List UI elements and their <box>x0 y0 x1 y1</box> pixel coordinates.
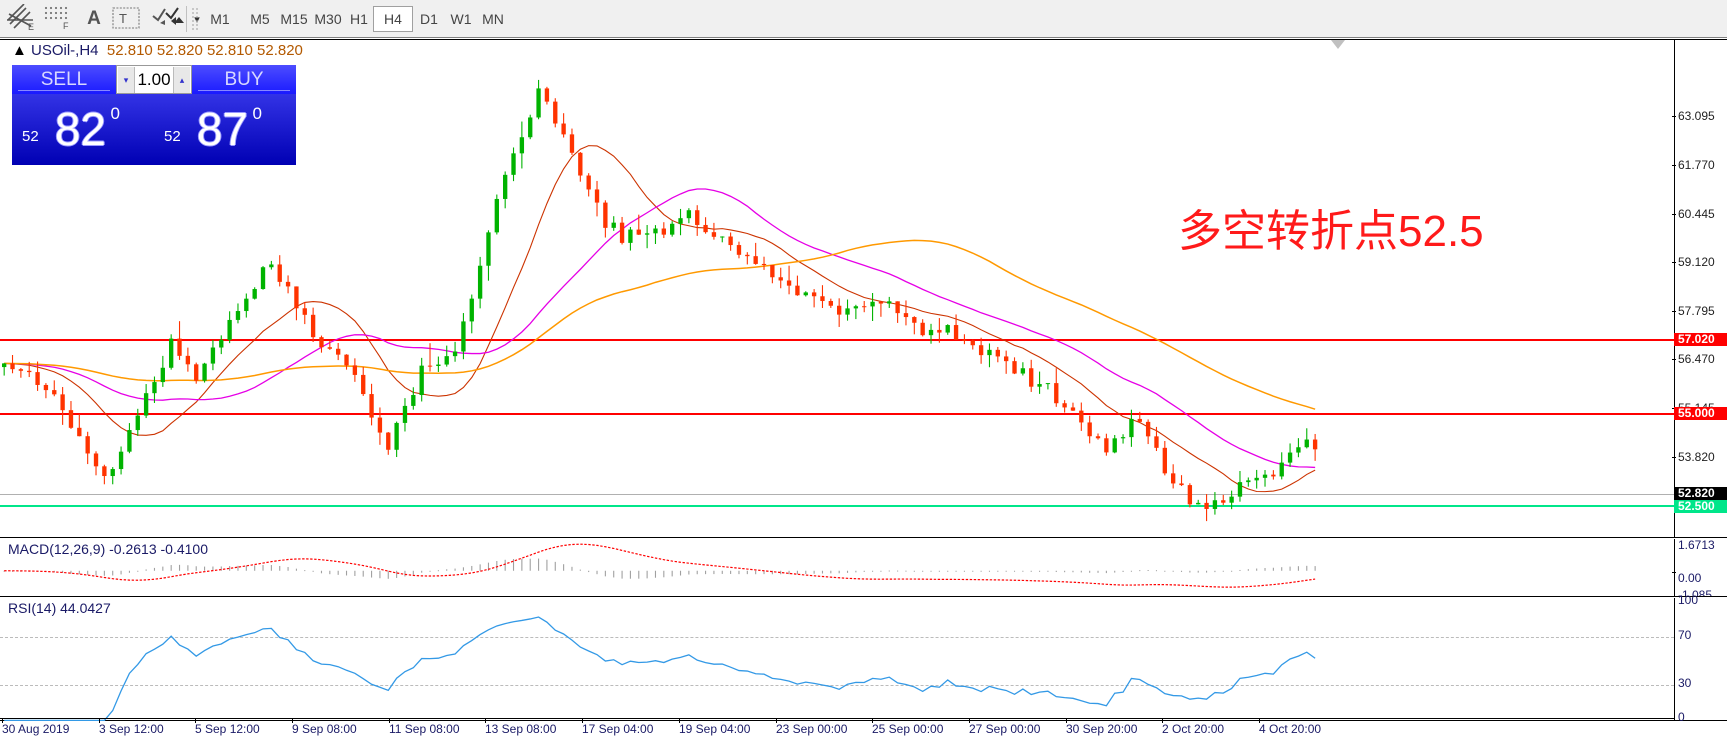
svg-text:E: E <box>28 22 34 32</box>
svg-text:T: T <box>119 11 127 26</box>
svg-text:F: F <box>63 21 69 30</box>
